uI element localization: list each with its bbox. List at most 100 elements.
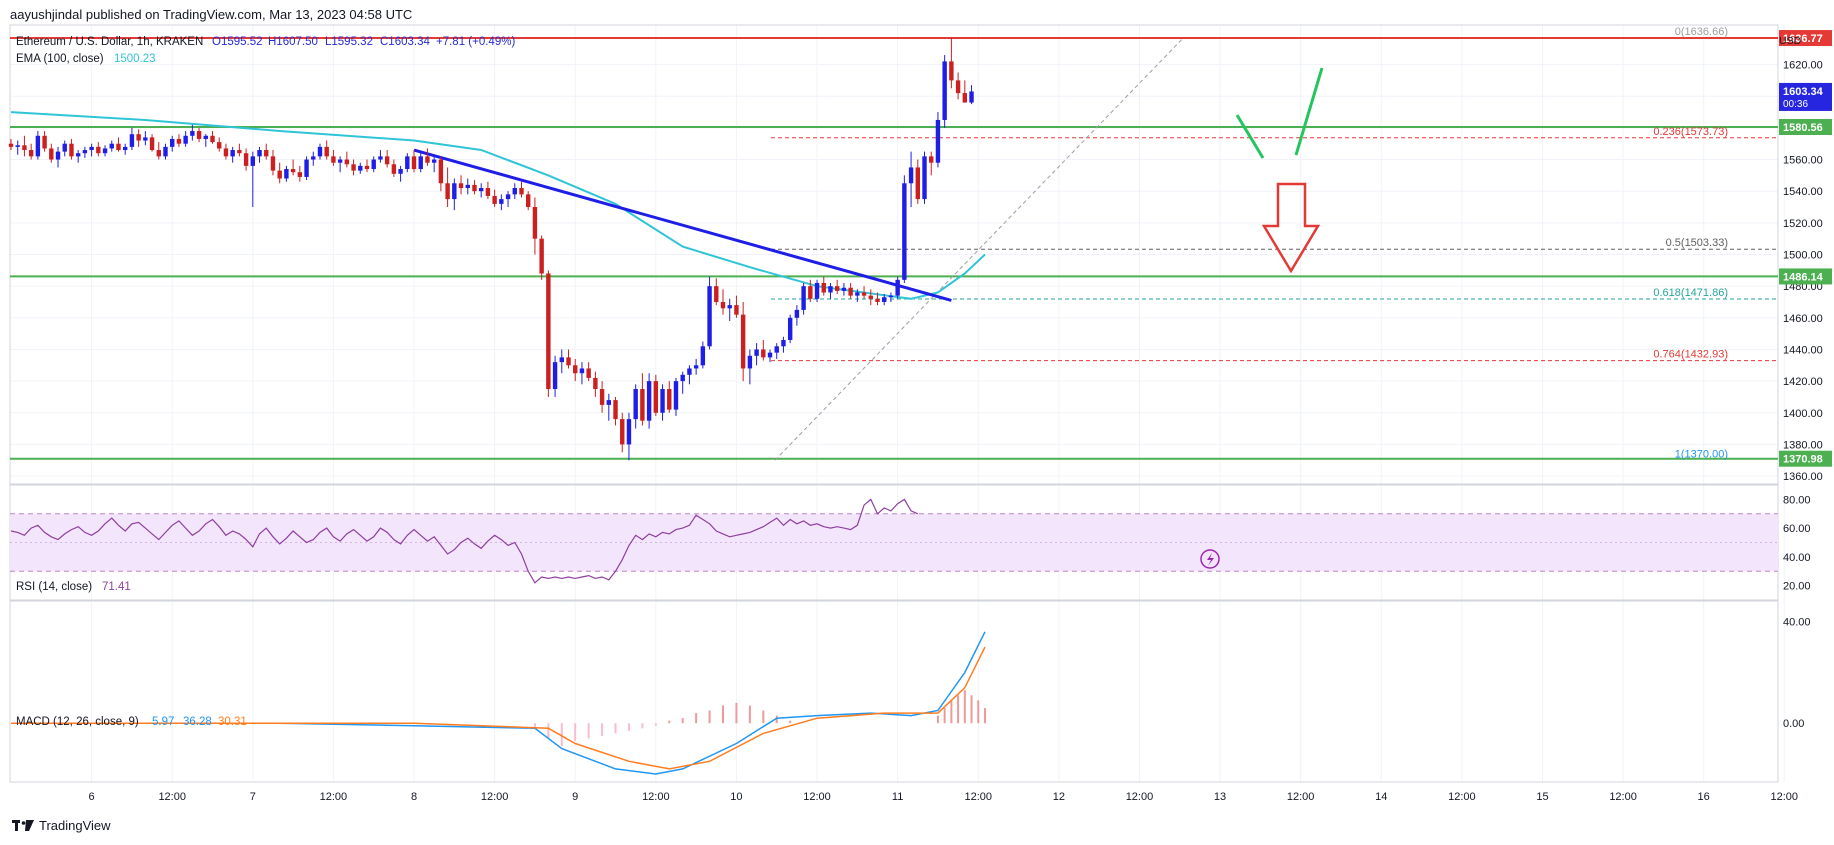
price-tick: 1460.00 — [1783, 313, 1823, 325]
macd-hist-bar — [762, 710, 765, 724]
candle-body — [42, 135, 47, 149]
price-tick: 1360.00 — [1783, 471, 1823, 483]
candle-body — [700, 346, 706, 366]
fib-label: 0.618(1471.86) — [1653, 287, 1728, 299]
price-tick: 1620.00 — [1783, 60, 1823, 72]
candle-body — [808, 286, 813, 299]
candle-body — [687, 368, 692, 375]
price-label-bg — [1779, 450, 1832, 467]
candle-body — [660, 389, 665, 413]
candle-body — [15, 145, 20, 147]
candle-body — [586, 368, 591, 378]
candle-body — [264, 150, 269, 157]
candle-body — [122, 146, 128, 151]
currency-label: USD — [1779, 35, 1802, 47]
candle-body — [35, 135, 41, 157]
candle-body — [848, 287, 853, 296]
candle-body — [445, 183, 450, 200]
candle-body — [458, 183, 464, 189]
candle-body — [969, 91, 974, 103]
price-label: 1370.98 — [1783, 454, 1823, 466]
candle-body — [526, 194, 531, 208]
candle-body — [331, 156, 336, 163]
candle-body — [8, 143, 14, 147]
candle-body — [855, 292, 860, 296]
ohlc-open: O1595.52 — [212, 36, 263, 48]
ema-legend-value: 1500.23 — [114, 53, 156, 65]
candle-body — [418, 156, 423, 170]
candle-body — [734, 305, 739, 315]
price-tick: 1440.00 — [1783, 344, 1823, 356]
candle-body — [935, 119, 941, 163]
rsi-tick: 80.00 — [1783, 494, 1811, 506]
candle-body — [599, 389, 605, 405]
candle-body — [505, 194, 511, 200]
price-label: 1636.77 — [1783, 33, 1823, 45]
signal-line — [11, 646, 986, 770]
candle-body — [257, 150, 262, 157]
pane-border — [9, 600, 1779, 783]
candle-body — [210, 135, 215, 143]
macd-legend-label: MACD (12, 26, close, 9) — [16, 716, 139, 728]
candle-body — [929, 156, 934, 163]
candle-body — [566, 357, 571, 366]
candle-body — [519, 188, 524, 195]
candle-body — [163, 146, 168, 157]
macd-hist-bar — [654, 723, 657, 726]
time-label: 16 — [1698, 791, 1710, 803]
candle-body — [499, 199, 504, 204]
time-label: 12:00 — [320, 791, 348, 803]
price-tick: 1560.00 — [1783, 155, 1823, 167]
trendline — [413, 148, 952, 302]
macd-hist-bar — [627, 723, 630, 731]
candle-body — [908, 167, 914, 184]
macd-hist-bar — [963, 690, 966, 724]
candle-body — [337, 159, 343, 163]
candle-body — [492, 195, 497, 204]
time-label: 12:00 — [964, 791, 992, 803]
candle-body — [109, 143, 114, 149]
candle-body — [176, 138, 182, 144]
candle-body — [217, 142, 222, 149]
macd-hist-bar — [943, 708, 946, 724]
path-down-stroke — [1235, 114, 1265, 159]
time-label: 12:00 — [642, 791, 670, 803]
price-label-bg — [1779, 30, 1832, 47]
candle-body — [902, 183, 907, 280]
candle-body — [573, 365, 578, 374]
candle-body — [452, 183, 457, 200]
macd-hist-bar — [748, 705, 751, 724]
price-label: 1603.34 — [1783, 86, 1824, 98]
candle-body — [405, 156, 410, 170]
candle-body — [693, 365, 699, 369]
ema-line — [10, 111, 986, 300]
candle-body — [673, 381, 679, 410]
candle-body — [841, 287, 847, 291]
macd-hist-bar — [547, 723, 550, 739]
time-label: 12:00 — [803, 791, 831, 803]
candle-body — [351, 164, 356, 171]
candle-body — [620, 419, 625, 445]
fib-label: 0.5(1503.33) — [1666, 237, 1728, 249]
fib-label: 0.764(1432.93) — [1653, 349, 1728, 361]
macd-hist-bar — [695, 713, 698, 724]
candle-body — [170, 138, 175, 147]
candle-body — [714, 286, 719, 302]
grid — [9, 24, 1785, 783]
candle-body — [82, 150, 88, 154]
candle-body — [55, 151, 61, 160]
candle-body — [89, 146, 94, 151]
down-arrow-icon — [1261, 182, 1321, 274]
alert-icon — [1200, 549, 1220, 569]
price-tick: 1420.00 — [1783, 376, 1823, 388]
candle-body — [75, 153, 81, 157]
macd-hist-bar — [977, 700, 980, 724]
price-label-bg — [1779, 268, 1832, 285]
candle-body — [344, 159, 350, 165]
macd-hist-bar — [936, 715, 939, 724]
candle-body — [472, 184, 477, 192]
rsi-tick: 60.00 — [1783, 523, 1811, 535]
candle-body — [49, 148, 54, 160]
candle-body — [371, 159, 376, 170]
